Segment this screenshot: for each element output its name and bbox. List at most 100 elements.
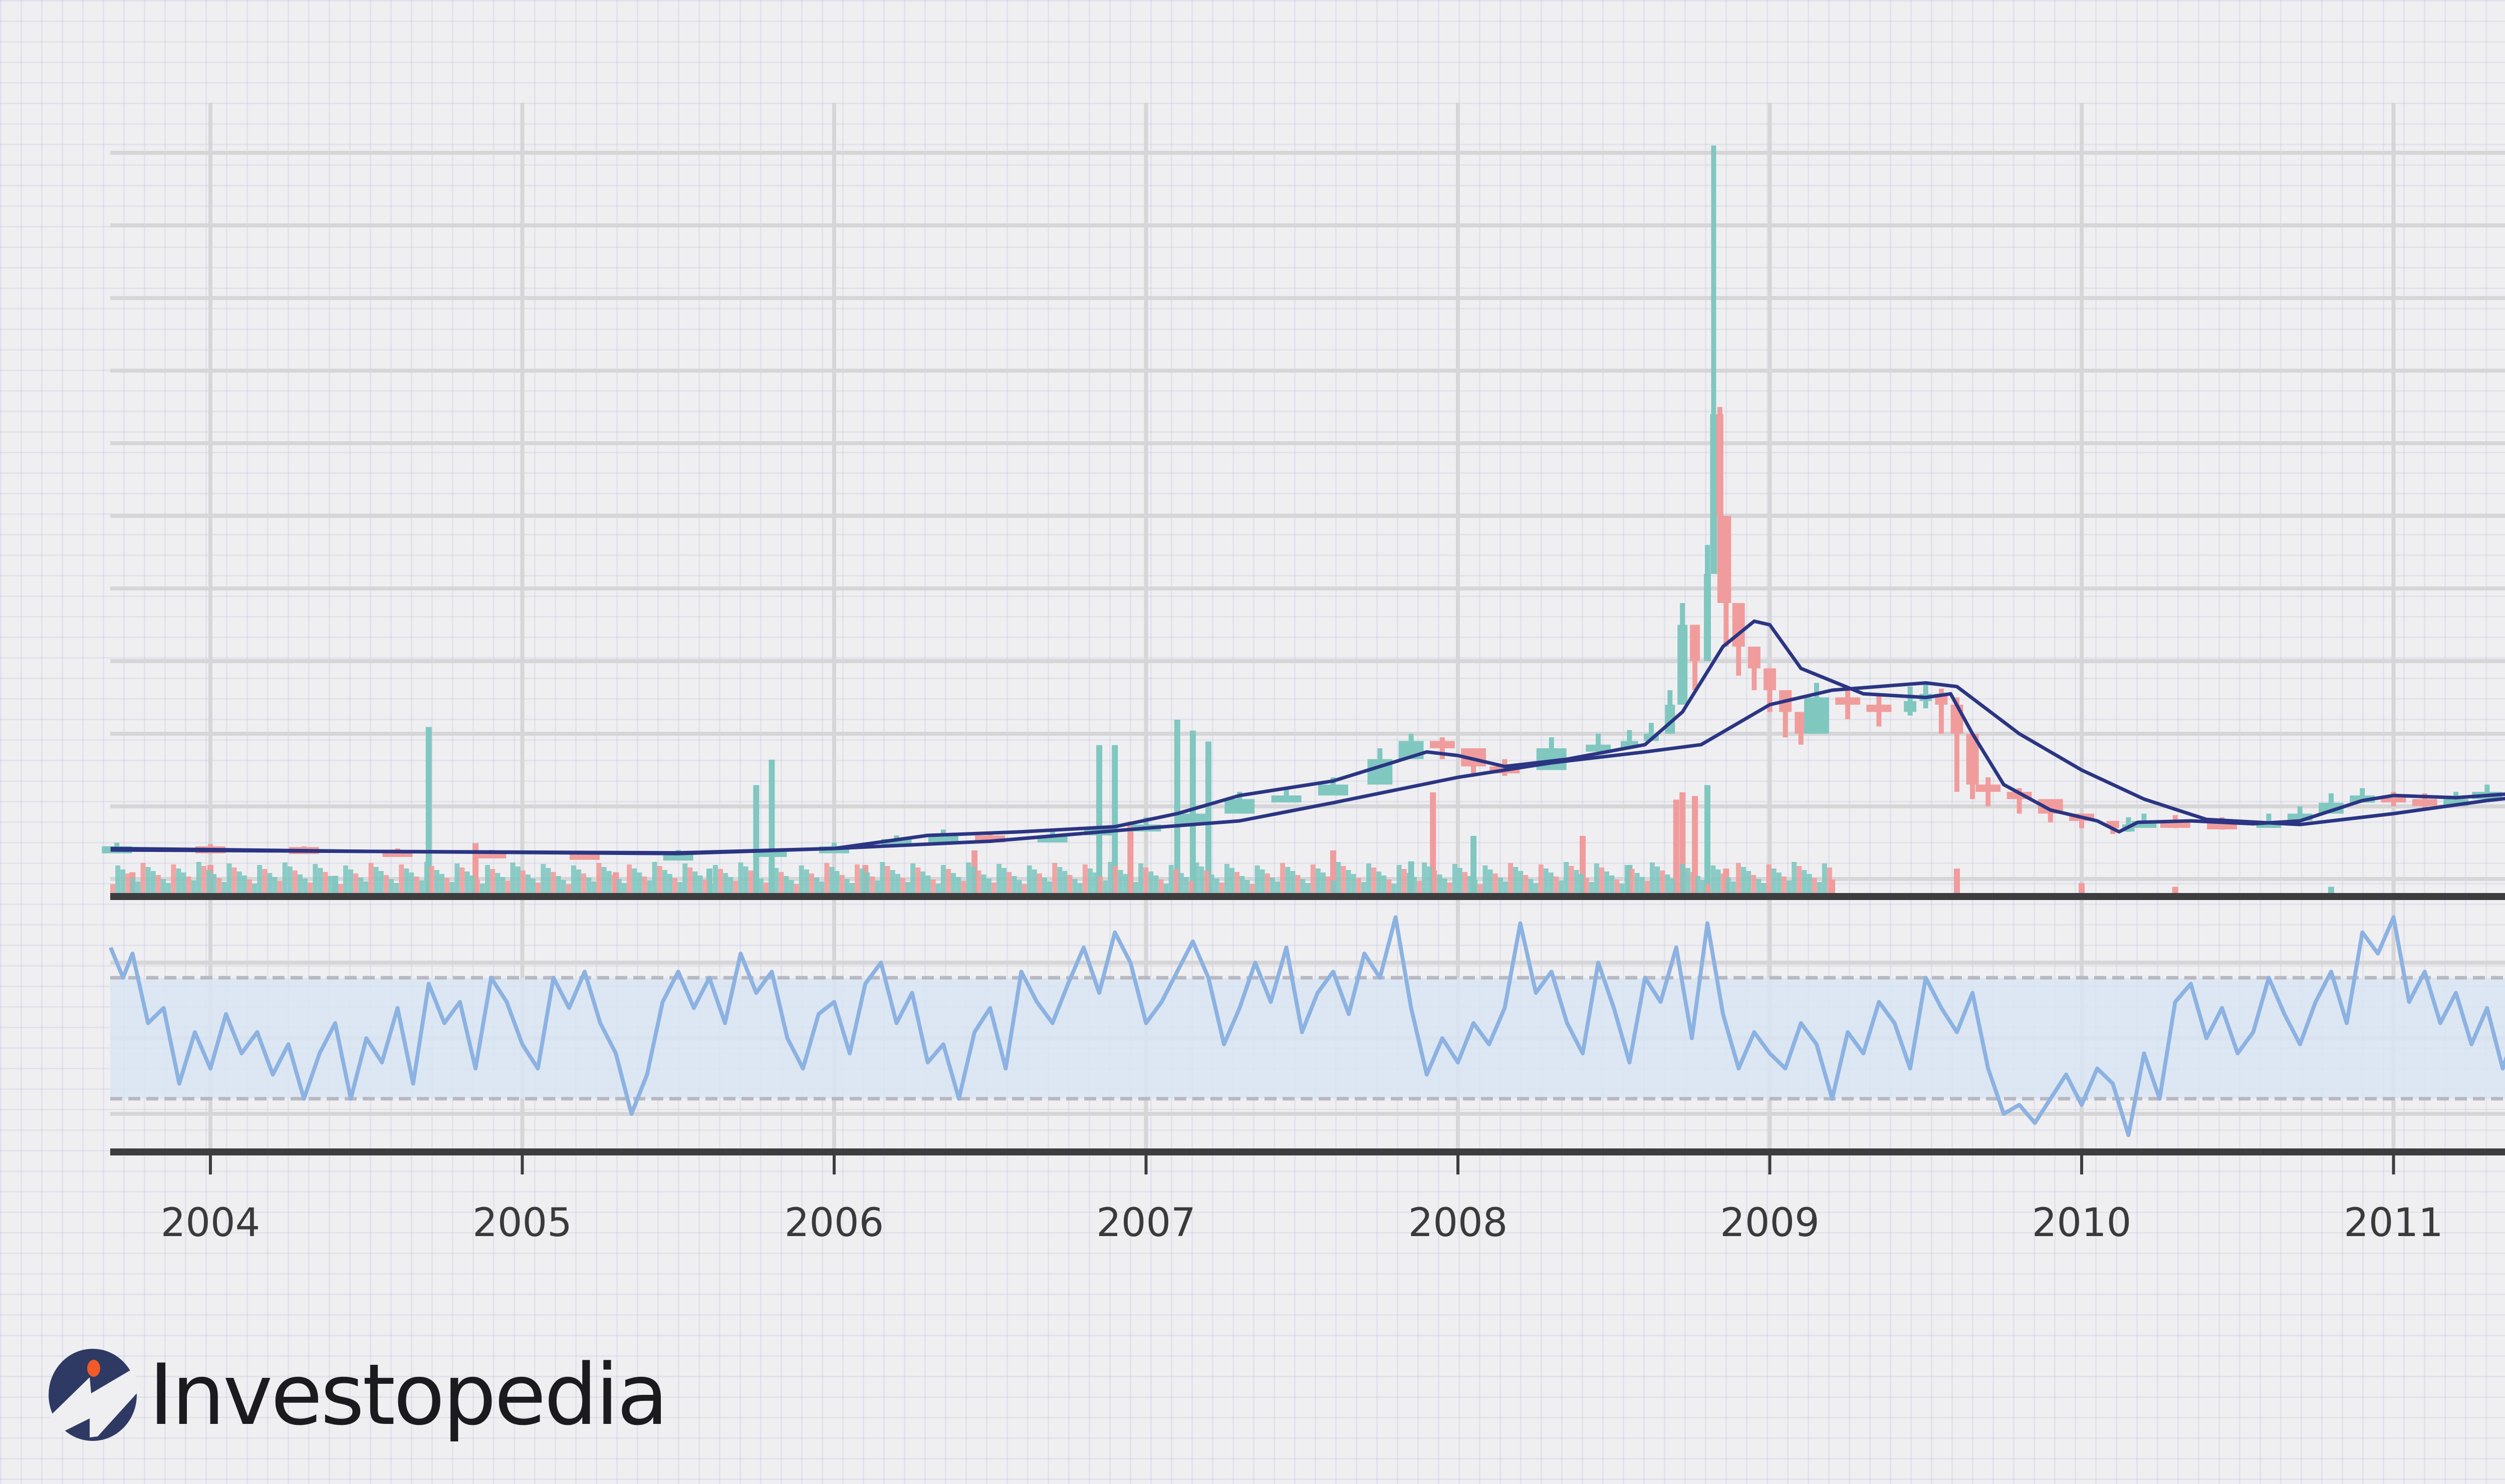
volume-bar bbox=[474, 879, 480, 894]
volume-bar bbox=[1326, 876, 1331, 894]
volume-bar bbox=[368, 863, 374, 894]
volume-bar bbox=[1128, 878, 1133, 894]
volume-bar bbox=[226, 863, 232, 894]
volume-bar bbox=[1143, 867, 1149, 894]
volume-bar bbox=[206, 870, 212, 894]
volume-bar bbox=[1209, 874, 1214, 894]
volume-bar bbox=[1776, 872, 1782, 894]
volume-bar bbox=[1771, 868, 1777, 894]
volume-bar bbox=[966, 862, 971, 894]
volume-bar bbox=[1695, 876, 1701, 894]
volume-bar bbox=[1001, 868, 1007, 894]
rsi-line bbox=[109, 915, 2505, 1137]
volume-bar bbox=[459, 867, 465, 894]
volume-bar bbox=[1224, 864, 1229, 894]
volume-bar bbox=[682, 863, 688, 894]
volume-bar bbox=[115, 865, 121, 894]
volume-bar bbox=[546, 868, 551, 894]
volume-bar bbox=[1543, 868, 1549, 894]
volume-bar bbox=[854, 864, 860, 894]
volume-bar bbox=[1502, 881, 1508, 894]
volume-bar bbox=[363, 881, 369, 894]
year-tick-label: 2005 bbox=[472, 1201, 572, 1246]
volume-bar bbox=[1112, 745, 1118, 894]
investopedia-logo: Investopedia bbox=[48, 1347, 668, 1442]
volume-bar bbox=[692, 871, 698, 894]
volume-bar bbox=[2079, 883, 2085, 894]
volume-bar bbox=[784, 876, 789, 894]
moving-average-line bbox=[110, 681, 2505, 855]
volume-bar bbox=[308, 882, 313, 894]
volume-bar bbox=[758, 878, 764, 894]
volume-bar bbox=[561, 880, 566, 894]
volume-bar bbox=[728, 877, 733, 894]
volume-bar bbox=[996, 864, 1002, 894]
volume-bar bbox=[1730, 881, 1736, 894]
volume-bar bbox=[298, 874, 303, 894]
volume-bar bbox=[779, 872, 784, 894]
volume-bar bbox=[531, 878, 536, 894]
volume-bar bbox=[125, 873, 131, 894]
volume-bar bbox=[789, 880, 794, 894]
volume-bar bbox=[1797, 866, 1802, 894]
volume-bar bbox=[697, 875, 703, 894]
volume-bar bbox=[1462, 872, 1468, 894]
candle-body bbox=[1224, 799, 1255, 814]
volume-bar bbox=[287, 866, 293, 894]
volume-bar bbox=[1310, 864, 1316, 894]
volume-bar bbox=[358, 877, 364, 894]
moving-average-lines bbox=[110, 619, 2505, 855]
volume-bar bbox=[1153, 875, 1159, 894]
volume-bar bbox=[500, 877, 506, 894]
volume-bar bbox=[1756, 879, 1762, 894]
volume-bar bbox=[1579, 874, 1584, 894]
volume-bar bbox=[1341, 866, 1346, 894]
volume-bar bbox=[1447, 882, 1452, 894]
volume-bar bbox=[1802, 870, 1807, 894]
volume-bar bbox=[333, 880, 338, 894]
volume-bar bbox=[687, 867, 693, 894]
volume-bar bbox=[1452, 864, 1457, 894]
volume-bar bbox=[890, 870, 895, 894]
candle-body bbox=[1690, 625, 1700, 661]
volume-bar bbox=[338, 884, 343, 894]
volume-bar bbox=[1781, 876, 1787, 894]
volume-bars bbox=[110, 720, 2334, 894]
volume-bar bbox=[1356, 878, 1361, 894]
year-tick-label: 2004 bbox=[161, 1201, 261, 1246]
volume-bar bbox=[606, 871, 612, 894]
volume-bar bbox=[454, 863, 460, 894]
volume-bar bbox=[1194, 862, 1199, 894]
volume-bar bbox=[1437, 874, 1442, 894]
volume-bar bbox=[1042, 877, 1048, 894]
volume-bar bbox=[951, 873, 956, 894]
volume-bar bbox=[702, 879, 708, 894]
volume-bar bbox=[378, 871, 384, 894]
volume-bar bbox=[1199, 866, 1204, 894]
volume-bar bbox=[677, 882, 683, 894]
volume-bar bbox=[571, 865, 576, 894]
volume-bar bbox=[409, 872, 414, 894]
volume-bar bbox=[1057, 867, 1063, 894]
volume-bar bbox=[1315, 868, 1321, 894]
volume-bar bbox=[1093, 872, 1098, 894]
volume-bar bbox=[844, 879, 850, 894]
volume-bar bbox=[718, 869, 723, 894]
volume-bar bbox=[1096, 745, 1103, 894]
volume-bar bbox=[1366, 863, 1371, 894]
volume-bar bbox=[348, 869, 354, 894]
volume-bar bbox=[1280, 863, 1286, 894]
investopedia-logo-icon bbox=[49, 1349, 137, 1441]
volume-bar bbox=[915, 867, 921, 894]
year-tick-label: 2011 bbox=[2344, 1201, 2443, 1246]
candle-body bbox=[1177, 813, 1208, 825]
volume-bar bbox=[394, 883, 399, 894]
volume-bar bbox=[940, 865, 946, 894]
volume-bar bbox=[536, 882, 541, 894]
volume-bar bbox=[1244, 880, 1250, 894]
volume-bar bbox=[1675, 882, 1680, 894]
volume-bar bbox=[1680, 864, 1685, 894]
year-tick-label: 2009 bbox=[1720, 1201, 1820, 1246]
volume-bar bbox=[632, 868, 637, 894]
volume-bar bbox=[1234, 872, 1240, 894]
